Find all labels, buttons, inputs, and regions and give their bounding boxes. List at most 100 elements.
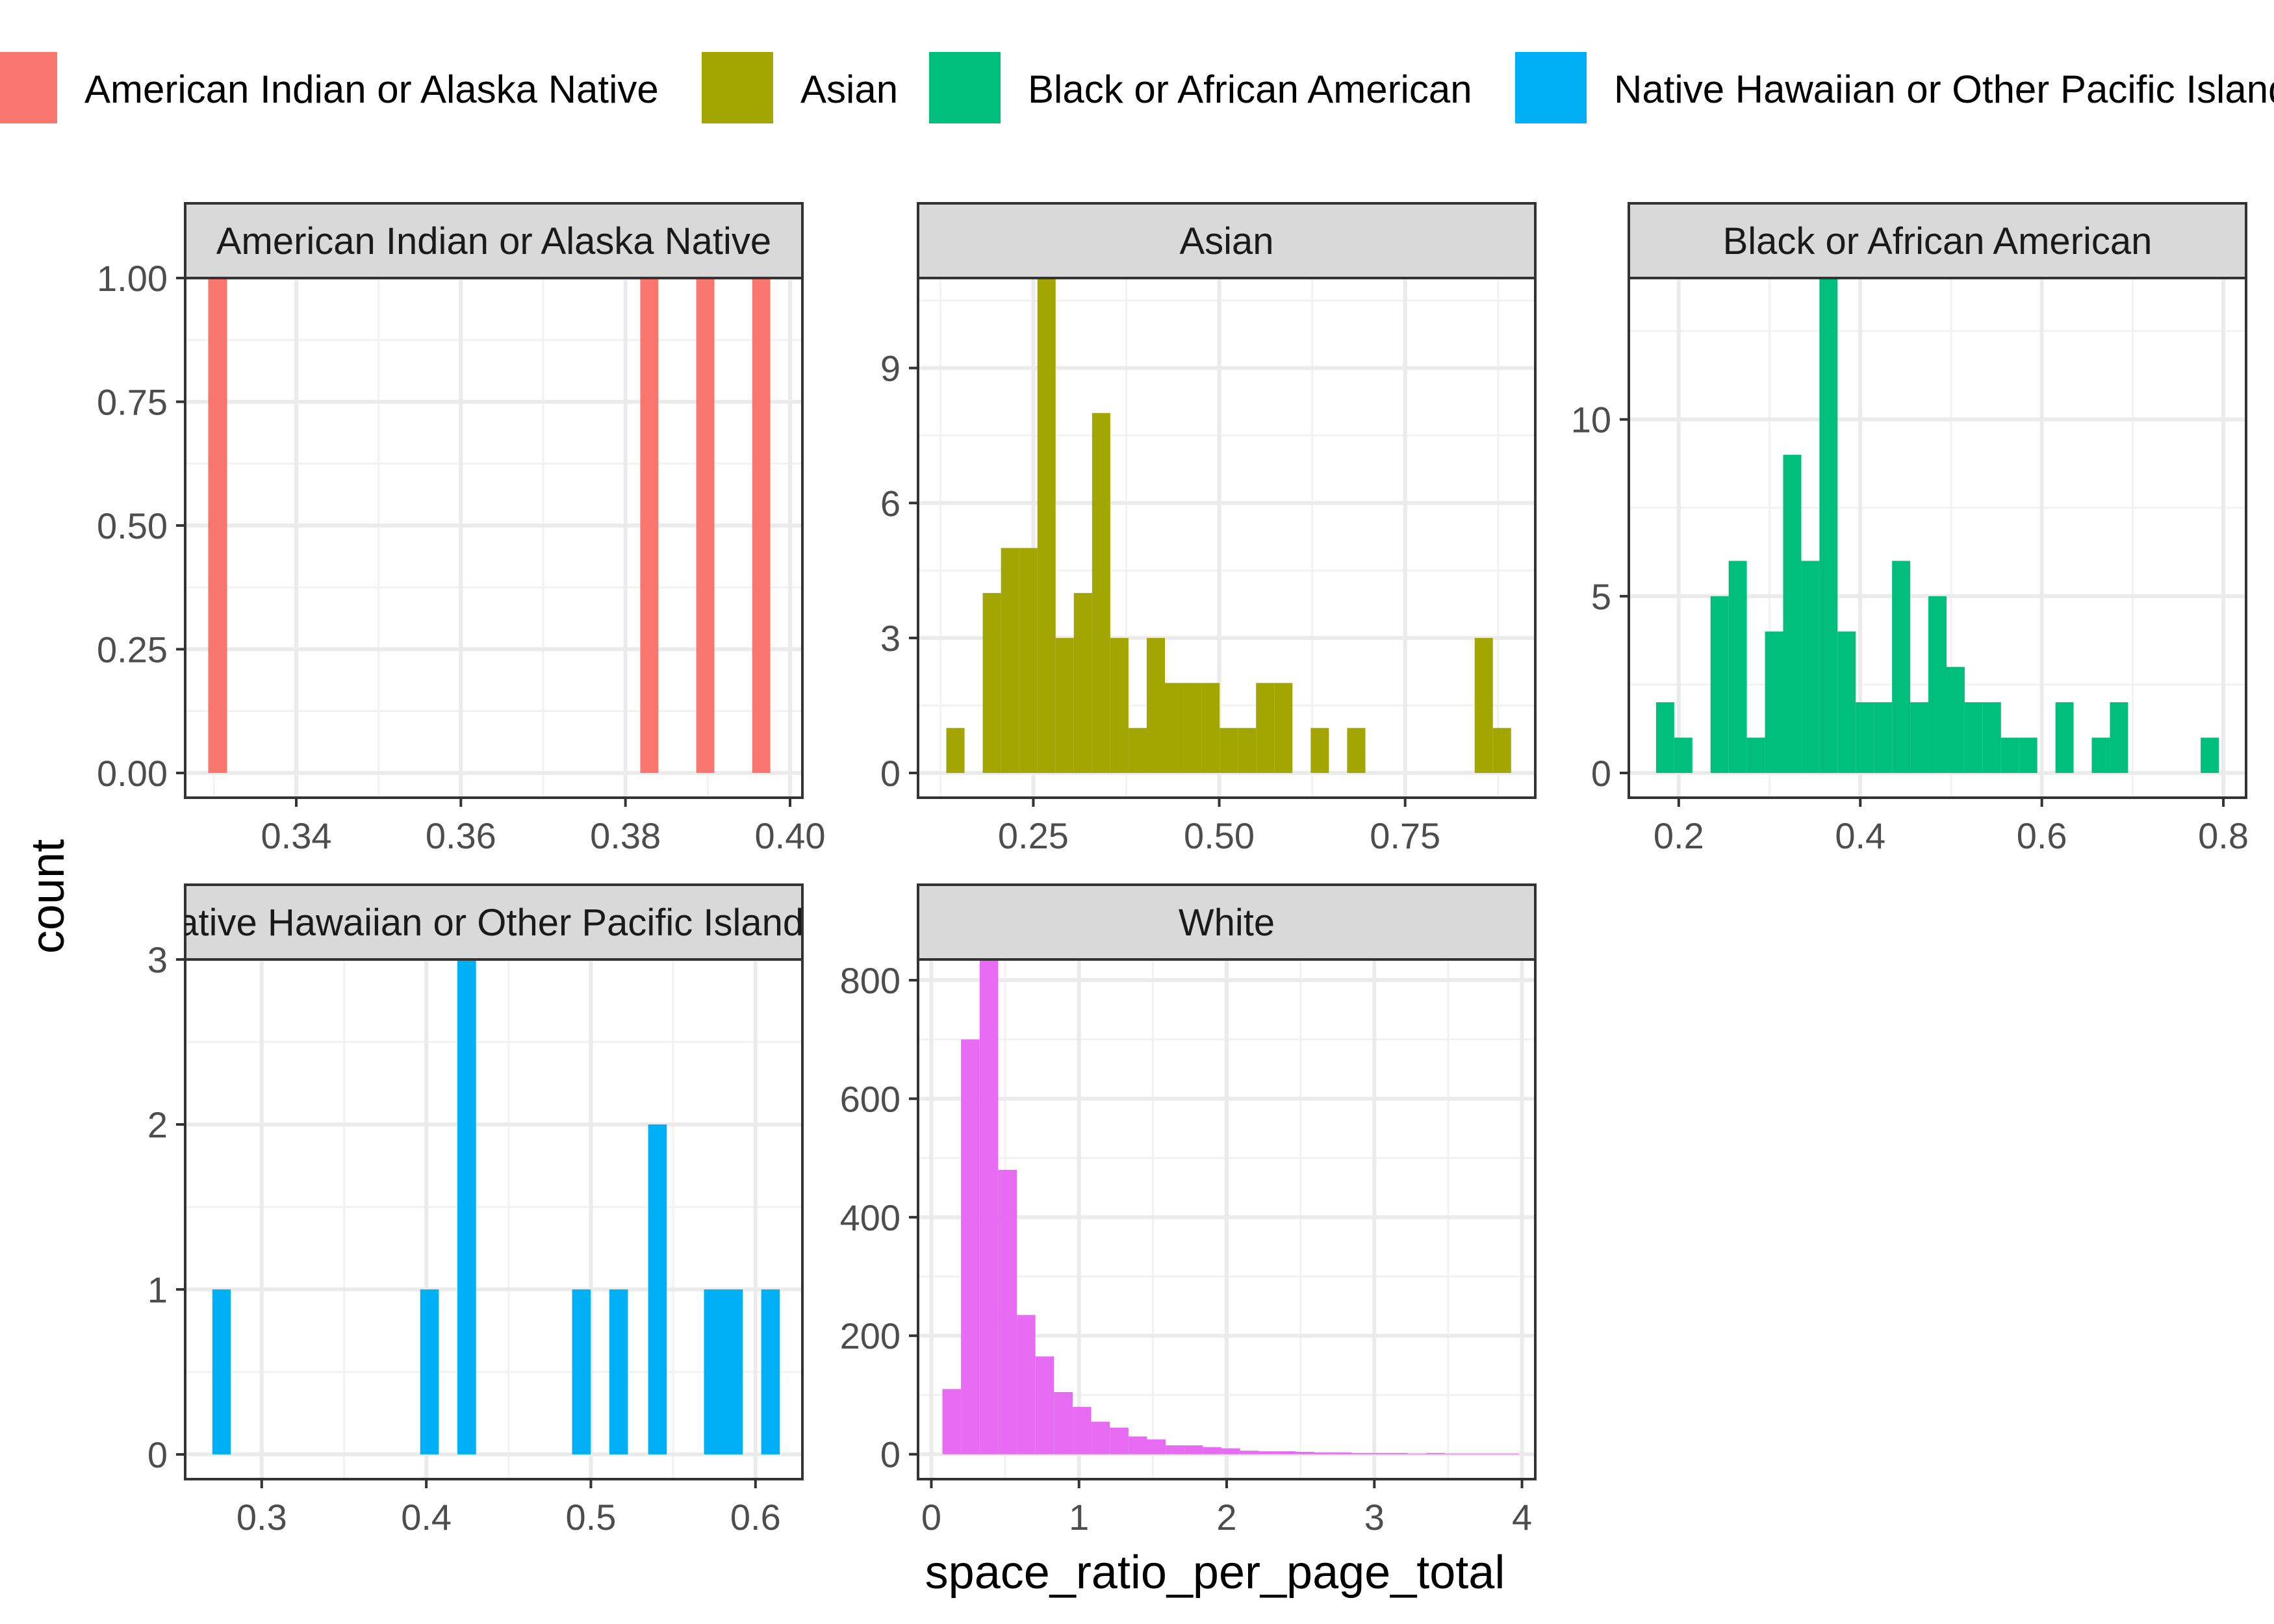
facet-strip-label: White (1179, 902, 1275, 944)
x-tick-label: 0.6 (2017, 815, 2067, 856)
histogram-bar (640, 278, 659, 773)
histogram-bar (1674, 737, 1693, 773)
legend-key-american-indian (0, 52, 57, 123)
histogram-bar (752, 278, 771, 773)
y-tick-label: 3 (880, 618, 901, 659)
histogram-bar (1091, 1421, 1110, 1454)
x-tick-label: 3 (1364, 1497, 1385, 1538)
y-tick-label: 1 (147, 1269, 168, 1310)
x-tick-label: 2 (1216, 1497, 1236, 1538)
histogram-bar (761, 1289, 780, 1454)
facet-strip-label: Asian (1179, 220, 1273, 262)
histogram-bar (457, 959, 476, 1454)
histogram-bars (1655, 278, 2219, 773)
histogram-bar (1892, 561, 1911, 773)
histogram-bar (1351, 1453, 1371, 1454)
histogram-bar (1240, 1451, 1259, 1454)
histogram-bar (2091, 737, 2110, 773)
histogram-bar (998, 1169, 1017, 1454)
histogram-bar (1147, 1439, 1166, 1454)
histogram-bar (1055, 638, 1074, 773)
histogram-bar (208, 278, 227, 773)
x-tick-label: 4 (1512, 1497, 1532, 1538)
facet-strip (917, 883, 1537, 961)
histogram-bars (942, 959, 1520, 1454)
legend-item-black: Black or African American (929, 52, 1472, 123)
histogram-bar (1710, 596, 1729, 773)
legend-item-american-indian: American Indian or Alaska Native (0, 52, 659, 123)
histogram-bar (1819, 278, 1838, 773)
x-tick-label: 0.5 (566, 1497, 617, 1538)
histogram-bar (1035, 1356, 1054, 1454)
histogram-bar (1655, 702, 1674, 773)
histogram-bar (1874, 702, 1893, 773)
y-tick-label: 1.00 (97, 258, 168, 299)
histogram-bar (1274, 683, 1293, 773)
histogram-bar (961, 1039, 980, 1454)
legend-item-native-hawaiian: Native Hawaiian or Other Pacific Islande… (1515, 52, 2274, 123)
legend-label-native-hawaiian: Native Hawaiian or Other Pacific Islande… (1614, 68, 2274, 111)
panel-background (185, 959, 802, 1479)
legend-label-american-indian: American Indian or Alaska Native (84, 68, 659, 111)
histogram-bar (1092, 412, 1110, 773)
histogram-bar (1333, 1452, 1352, 1454)
facet-strip-label: American Indian or Alaska Native (216, 220, 771, 262)
legend-item-asian: Asian (702, 52, 898, 123)
histogram-bar (420, 1289, 439, 1454)
histogram-bar (1474, 638, 1493, 773)
histogram-bar (2000, 737, 2019, 773)
y-tick-label: 0 (880, 753, 901, 794)
legend-key-asian (702, 52, 773, 123)
histogram-bar (1256, 683, 1275, 773)
facet-strip-label: Native Hawaiian or Other Pacific Islande… (150, 902, 837, 944)
x-tick-label: 0.34 (261, 815, 332, 856)
histogram-bars (212, 959, 780, 1454)
x-tick-label: 0.4 (401, 1497, 452, 1538)
y-tick-label: 0.50 (97, 505, 168, 546)
histogram-bar (704, 1289, 743, 1454)
histogram-bar (1277, 1451, 1296, 1454)
x-tick-label: 0.40 (755, 815, 826, 856)
y-axis-title: count (22, 839, 74, 954)
y-tick-label: 0 (147, 1434, 168, 1475)
panel-nhpi: Native Hawaiian or Other Pacific Islande… (147, 883, 837, 1538)
y-tick-label: 0.75 (97, 381, 168, 422)
histogram-bar (1203, 1447, 1222, 1454)
x-tick-label: 0.25 (998, 815, 1069, 856)
histogram-bar (1128, 728, 1147, 773)
histogram-bar (1110, 1427, 1129, 1454)
panel-white: White 0 1 2 3 4 0 200 400 600 800 (840, 883, 1537, 1538)
x-tick-label: 0.6 (730, 1497, 781, 1538)
histogram-bar (1258, 1451, 1277, 1454)
histogram-bar (1746, 737, 1765, 773)
histogram-bar (942, 1389, 962, 1454)
histogram-bar (2201, 737, 2219, 773)
legend-key-native-hawaiian (1515, 52, 1587, 123)
y-tick-label: 200 (840, 1315, 901, 1356)
histogram-bar (1837, 631, 1856, 773)
facet-strip (184, 883, 804, 961)
histogram-bar (1310, 728, 1329, 773)
histogram-bar (1072, 1406, 1092, 1454)
histogram-bar (609, 1289, 628, 1454)
histogram-bar (1146, 638, 1165, 773)
y-tick-label: 2 (147, 1104, 168, 1145)
histogram-bar (696, 278, 715, 773)
panel-aian: American Indian or Alaska Native 0.34 0.36… (97, 202, 826, 856)
histogram-bar (2110, 702, 2128, 773)
legend-label-black: Black or African American (1028, 68, 1472, 111)
histogram-bar (648, 1124, 667, 1454)
histogram-bar (1238, 728, 1257, 773)
x-tick-label: 0.50 (1184, 815, 1255, 856)
histogram-bar (946, 728, 965, 773)
histogram-bar (1964, 702, 1983, 773)
facet-strip (1628, 202, 2247, 279)
y-tick-label: 400 (840, 1197, 901, 1238)
histogram-bar (572, 1289, 591, 1454)
y-tick-label: 600 (840, 1078, 901, 1119)
histogram-bar (1296, 1452, 1315, 1454)
y-tick-label: 0.25 (97, 629, 168, 670)
x-tick-label: 0.3 (236, 1497, 287, 1538)
legend-key-black (929, 52, 1001, 123)
histogram-bar (1001, 548, 1019, 773)
